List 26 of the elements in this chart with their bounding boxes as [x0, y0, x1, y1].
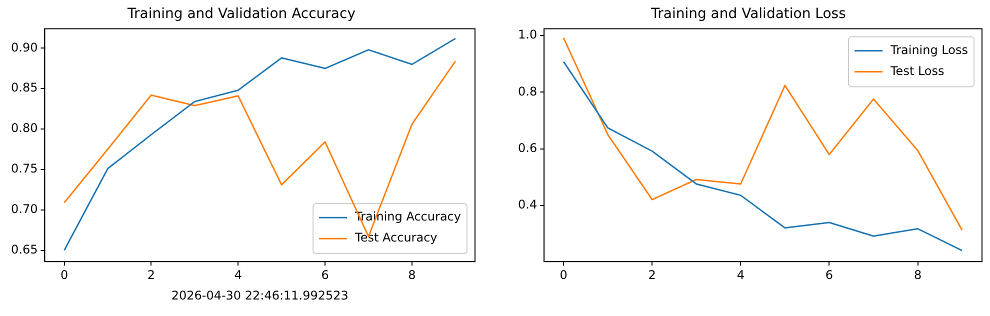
x-tick-label: 2: [147, 268, 156, 282]
x-tick-label: 0: [560, 268, 568, 282]
x-tick-label: 4: [234, 268, 242, 282]
y-tick-label: 0.65: [11, 242, 38, 256]
x-tick-label: 6: [825, 268, 834, 282]
legend-label: Test Accuracy: [354, 230, 438, 245]
chart-title: Training and Validation Loss: [650, 6, 846, 22]
x-tick-label: 8: [408, 268, 416, 282]
legend-label: Test Loss: [890, 64, 944, 78]
y-tick-label: 0.85: [11, 80, 38, 95]
y-tick-label: 1.0: [518, 28, 538, 42]
y-tick-label: 0.8: [518, 84, 538, 98]
chart-title: Training and Validation Accuracy: [126, 6, 356, 22]
y-tick-label: 0.80: [11, 121, 38, 136]
text: 2026-04-30 22:46:11.992523: [171, 288, 348, 303]
y-tick-label: 0.90: [11, 40, 38, 54]
x-tick-label: 2: [648, 268, 656, 282]
x-tick-label: 4: [736, 268, 744, 282]
x-tick-label: 6: [321, 268, 329, 282]
x-tick-label: 0: [60, 268, 68, 282]
y-tick-label: 0.6: [518, 141, 538, 156]
y-tick-label: 0.75: [11, 162, 38, 176]
legend-label: Training Loss: [890, 42, 968, 57]
x-tick-label: 8: [914, 268, 922, 282]
y-tick-label: 0.70: [11, 202, 38, 216]
y-tick-label: 0.4: [518, 198, 538, 212]
